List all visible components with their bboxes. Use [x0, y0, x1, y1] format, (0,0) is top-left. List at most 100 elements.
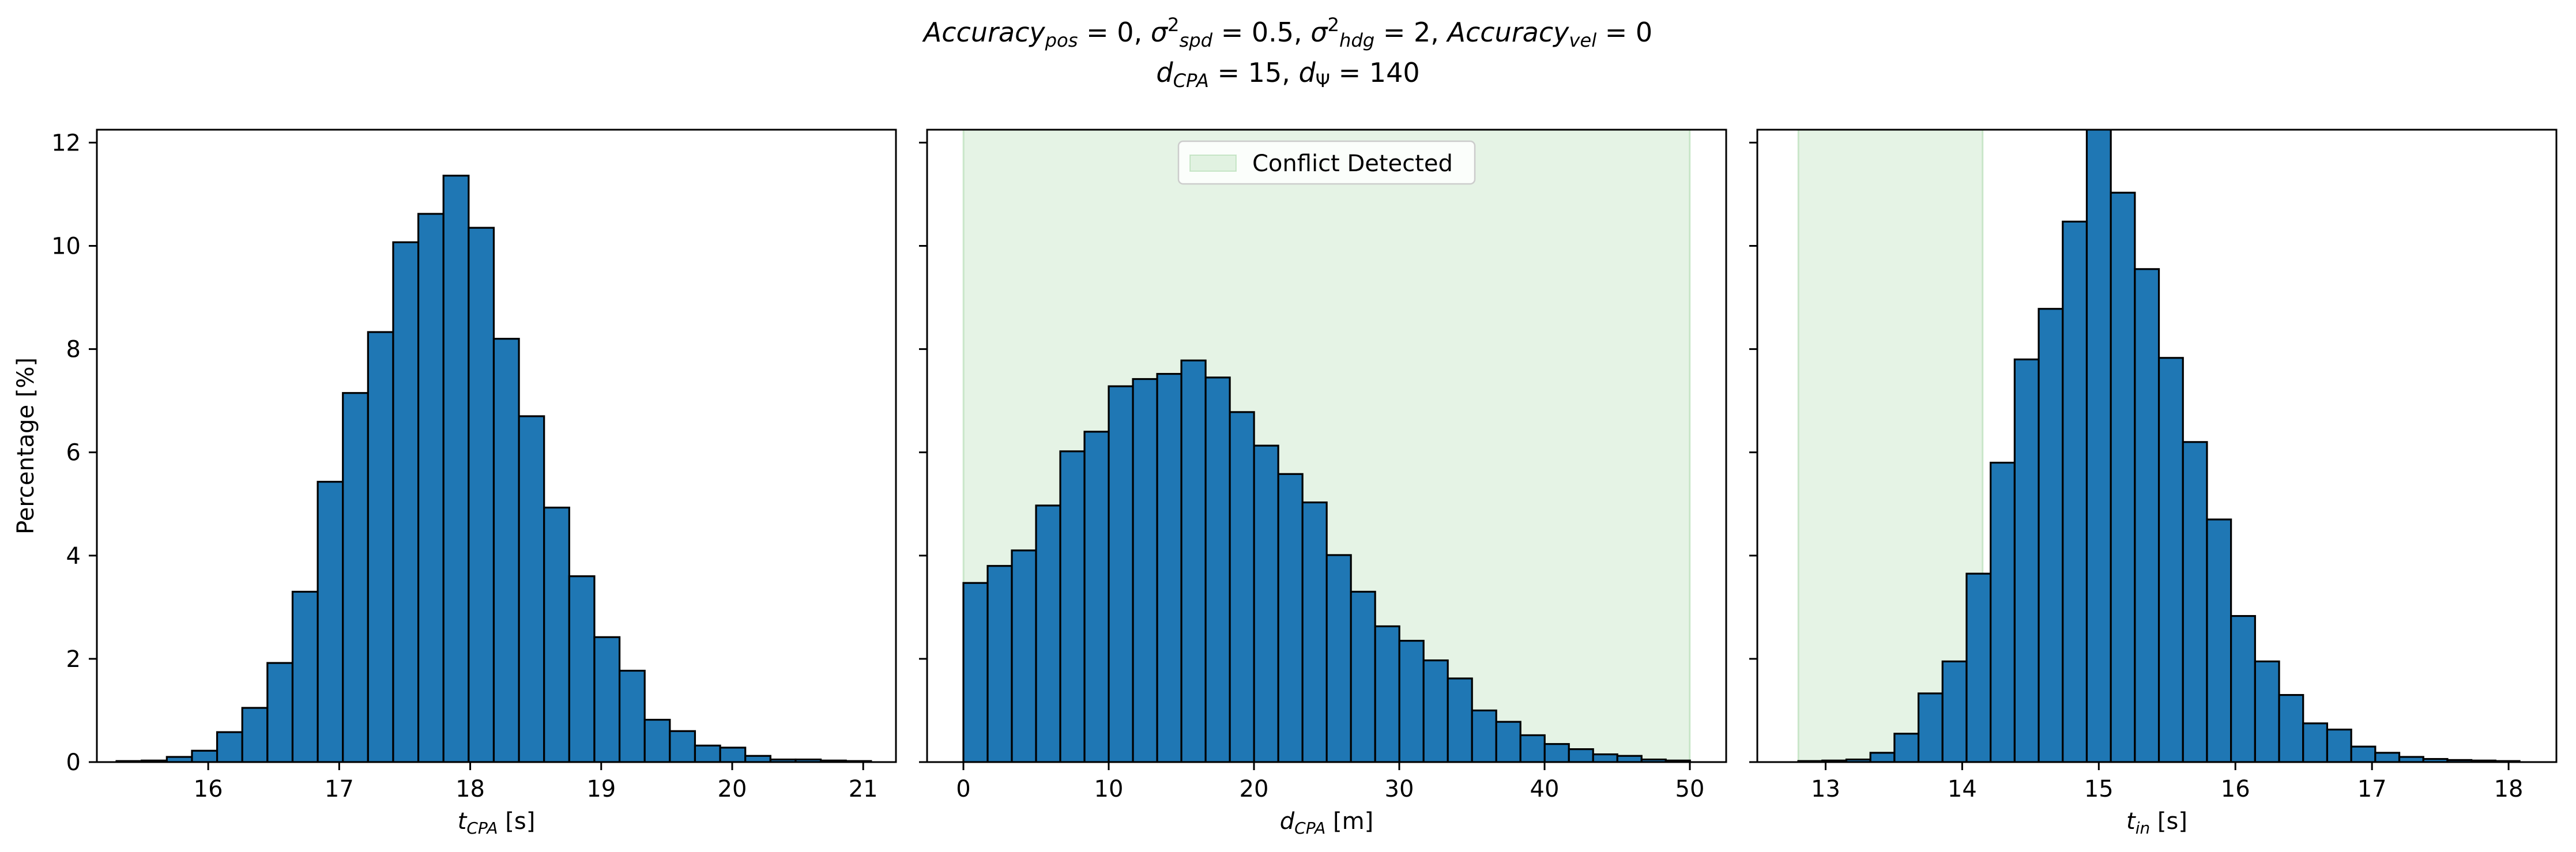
histogram-bar: [2206, 518, 2232, 762]
histogram-bar: [2374, 752, 2401, 762]
text-run: CPA: [1173, 70, 1209, 92]
text-run: = 140: [1330, 57, 1420, 88]
y-tick-label: 10: [51, 233, 81, 259]
histogram-bar: [468, 227, 495, 762]
histogram-bar: [719, 747, 747, 762]
plot-area: [115, 175, 872, 762]
x-tick-label: 40: [1530, 776, 1560, 802]
text-run: t: [458, 808, 468, 835]
histogram-bar: [1941, 660, 1968, 762]
text-run: d: [1298, 57, 1316, 88]
x-tick-label: 30: [1385, 776, 1414, 802]
histogram-bar: [1398, 639, 1425, 762]
histogram-bar: [1277, 473, 1304, 762]
histogram-bar: [1301, 501, 1328, 762]
histogram-bar: [1592, 753, 1618, 762]
x-tick-label: 15: [2084, 776, 2114, 802]
axes-frame: [926, 129, 1727, 763]
y-tick-label: 2: [66, 646, 81, 673]
text-run: Ψ: [1316, 70, 1330, 92]
plot-area: [1797, 130, 2521, 762]
histogram-bar: [191, 749, 219, 762]
histogram-bar: [2230, 615, 2256, 762]
text-run: σ: [1151, 17, 1169, 48]
x-axis-label: dCPA [m]: [1280, 808, 1373, 838]
y-tick-label: 8: [66, 337, 81, 363]
text-run: pos: [1045, 29, 1078, 51]
histogram-bar: [643, 718, 671, 762]
histogram-bar: [392, 241, 420, 762]
text-run: σ: [1310, 17, 1328, 48]
text-run: = 0: [1596, 17, 1652, 48]
histogram-bar: [1616, 755, 1643, 762]
text-run: = 2,: [1374, 17, 1447, 48]
histogram-bar: [342, 392, 369, 762]
x-tick-label: 17: [2357, 776, 2387, 802]
histogram-bar: [1374, 625, 1400, 762]
histogram-bar: [1965, 572, 1992, 762]
x-axis-label: tin [s]: [2126, 808, 2187, 838]
histogram-bar: [241, 707, 269, 762]
histogram-bar: [744, 755, 771, 762]
text-run: t: [2126, 808, 2136, 835]
histogram-bar: [1447, 677, 1473, 762]
histogram-bar: [291, 590, 319, 762]
histogram-bar: [1108, 385, 1134, 762]
x-tick-label: 21: [849, 776, 878, 802]
plot-area: [962, 130, 1691, 762]
text-run: = 0,: [1078, 17, 1151, 48]
panel-tcpa: 16 17 18 19 20 21 0 2 4 6 8 10 12 tCPA [s] Percentage …: [13, 129, 897, 838]
histogram-bar: [986, 565, 1013, 762]
histogram-bar: [1990, 462, 2016, 762]
histogram-bar: [2013, 358, 2040, 762]
histogram-bar: [2326, 728, 2352, 762]
text-run: spd: [1179, 29, 1212, 51]
x-tick-label: 19: [586, 776, 616, 802]
legend-box: [1177, 140, 1476, 185]
text-run: 2: [1327, 14, 1339, 36]
histogram-bar: [1253, 444, 1279, 762]
text-run: Accuracy: [1446, 17, 1570, 48]
histogram-bar: [1204, 376, 1231, 762]
histogram-bar: [2157, 357, 2184, 762]
text-run: Accuracy: [922, 17, 1046, 48]
histogram-bar: [2062, 220, 2088, 762]
panel-tin: 13 14 15 16 17 18 tin [s]: [1749, 129, 2558, 838]
x-tick-label: 20: [1240, 776, 1269, 802]
histogram-bar: [694, 744, 721, 762]
text-run: [m]: [1325, 808, 1373, 835]
histogram-bar: [2278, 693, 2304, 762]
histogram-bar: [367, 331, 394, 762]
histogram-bar: [962, 582, 989, 762]
histogram-bar: [492, 338, 520, 762]
histogram-bar: [1917, 692, 1944, 762]
text-run: = 0.5,: [1212, 17, 1310, 48]
text-run: CPA: [1294, 819, 1325, 838]
histogram-bar: [1422, 659, 1449, 762]
histogram-bar: [442, 175, 470, 762]
histogram-bar: [1059, 450, 1086, 762]
x-tick-label: 17: [325, 776, 354, 802]
legend: Conflict Detected: [1177, 140, 1476, 185]
x-tick-label: 10: [1094, 776, 1124, 802]
histogram-bar: [1011, 549, 1037, 762]
histogram-bar: [669, 730, 696, 762]
text-run: = 15,: [1209, 57, 1299, 88]
histogram-bar: [1325, 554, 1352, 762]
legend-swatch: [1189, 154, 1237, 172]
histogram-bar: [1568, 748, 1594, 762]
text-run: d: [1156, 57, 1173, 88]
histogram-bar: [1543, 743, 1570, 762]
histogram-bar: [2085, 130, 2112, 762]
text-run: vel: [1569, 29, 1596, 51]
figure-title-line-1: Accuracypos = 0, σ2spd = 0.5, σ2hdg = 2,…: [922, 14, 1652, 51]
histogram-bar: [518, 415, 545, 762]
histogram-bar: [216, 731, 243, 762]
x-tick-label: 50: [1675, 776, 1705, 802]
histogram-bar: [2350, 745, 2377, 762]
text-run: [s]: [2150, 808, 2187, 835]
histogram-bar: [417, 213, 445, 762]
histogram-bar: [2254, 660, 2280, 762]
